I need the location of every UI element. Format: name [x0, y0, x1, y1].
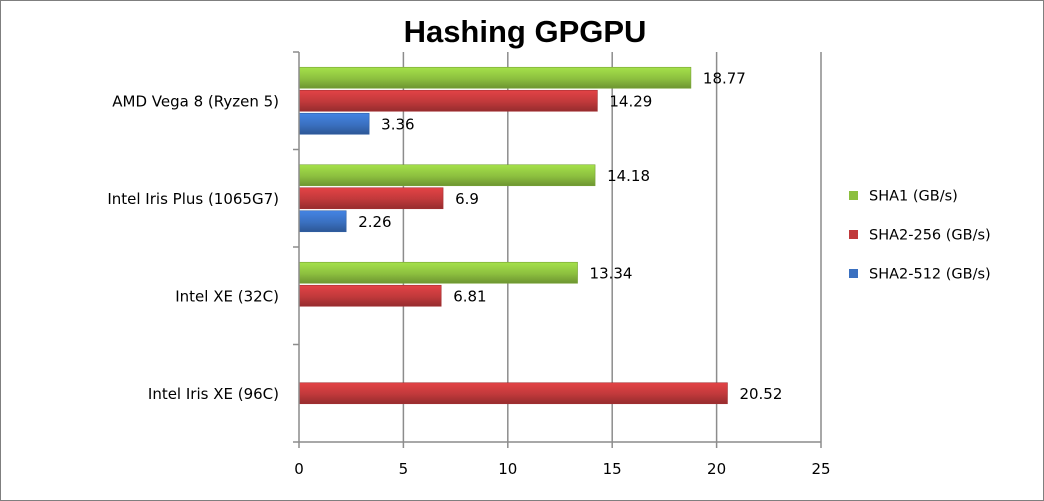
- data-label-sha1-gb-s-amd-vega-8-ryzen-5: 18.77: [703, 69, 746, 87]
- labels: 0 5 10 15 20 25 AMD Vega 8 (Ryzen 5) 18.77 14.29…: [107, 69, 830, 478]
- x-tick-label: 15: [603, 460, 622, 478]
- legend-swatch-sha2-256-gb-s: [849, 230, 858, 239]
- axes: [293, 51, 822, 448]
- x-tick-label: 10: [498, 460, 517, 478]
- bar-sha1-gb-s-amd-vega-8-ryzen-5: [298, 66, 692, 89]
- data-label-sha2-256-gb-s-intel-iris-plus-1065g7: 6.9: [455, 190, 479, 208]
- bar-sha1-gb-s-intel-xe-32c: [298, 261, 578, 284]
- chart-title: Hashing GPGPU: [404, 14, 647, 49]
- x-tick-label: 25: [811, 460, 830, 478]
- data-label-sha2-256-gb-s-intel-xe-32c: 6.81: [453, 287, 486, 305]
- data-label-sha2-256-gb-s-intel-iris-xe-96c: 20.52: [739, 385, 782, 403]
- bar-sha2-256-gb-s-intel-iris-plus-1065g7: [298, 187, 444, 210]
- bar-sha2-256-gb-s-intel-xe-32c: [298, 284, 442, 307]
- legend-label-sha1-gb-s: SHA1 (GB/s): [869, 189, 958, 205]
- bar-sha2-512-gb-s-intel-iris-plus-1065g7: [298, 210, 347, 233]
- bar-sha1-gb-s-intel-iris-plus-1065g7: [298, 164, 596, 187]
- data-label-sha2-512-gb-s-intel-iris-plus-1065g7: 2.26: [358, 213, 391, 231]
- data-label-sha1-gb-s-intel-xe-32c: 13.34: [590, 264, 633, 282]
- legend-swatch-sha2-512-gb-s: [849, 269, 858, 278]
- category-label-intel-iris-plus-1065g7: Intel Iris Plus (1065G7): [107, 190, 279, 208]
- x-tick-label: 5: [399, 460, 409, 478]
- bar-sha2-512-gb-s-amd-vega-8-ryzen-5: [298, 112, 370, 135]
- category-label-intel-iris-xe-96c: Intel Iris XE (96C): [148, 385, 279, 403]
- legend-swatch-sha1-gb-s: [849, 191, 858, 200]
- bar-sha2-256-gb-s-intel-iris-xe-96c: [298, 382, 728, 405]
- legend-label-sha2-256-gb-s: SHA2-256 (GB/s): [869, 228, 991, 244]
- legend-label-sha2-512-gb-s: SHA2-512 (GB/s): [869, 267, 991, 283]
- legend: SHA1 (GB/s) SHA2-256 (GB/s) SHA2-512 (GB/s…: [849, 189, 991, 283]
- gridlines: [402, 52, 822, 442]
- data-label-sha2-256-gb-s-amd-vega-8-ryzen-5: 14.29: [609, 92, 652, 110]
- category-label-amd-vega-8-ryzen-5: AMD Vega 8 (Ryzen 5): [112, 92, 279, 110]
- x-tick-label: 0: [294, 460, 304, 478]
- data-label-sha2-512-gb-s-amd-vega-8-ryzen-5: 3.36: [381, 115, 414, 133]
- bars: [298, 66, 728, 405]
- category-label-intel-xe-32c: Intel XE (32C): [175, 287, 279, 305]
- data-label-sha1-gb-s-intel-iris-plus-1065g7: 14.18: [607, 167, 650, 185]
- x-tick-label: 20: [707, 460, 726, 478]
- bar-sha2-256-gb-s-amd-vega-8-ryzen-5: [298, 89, 598, 112]
